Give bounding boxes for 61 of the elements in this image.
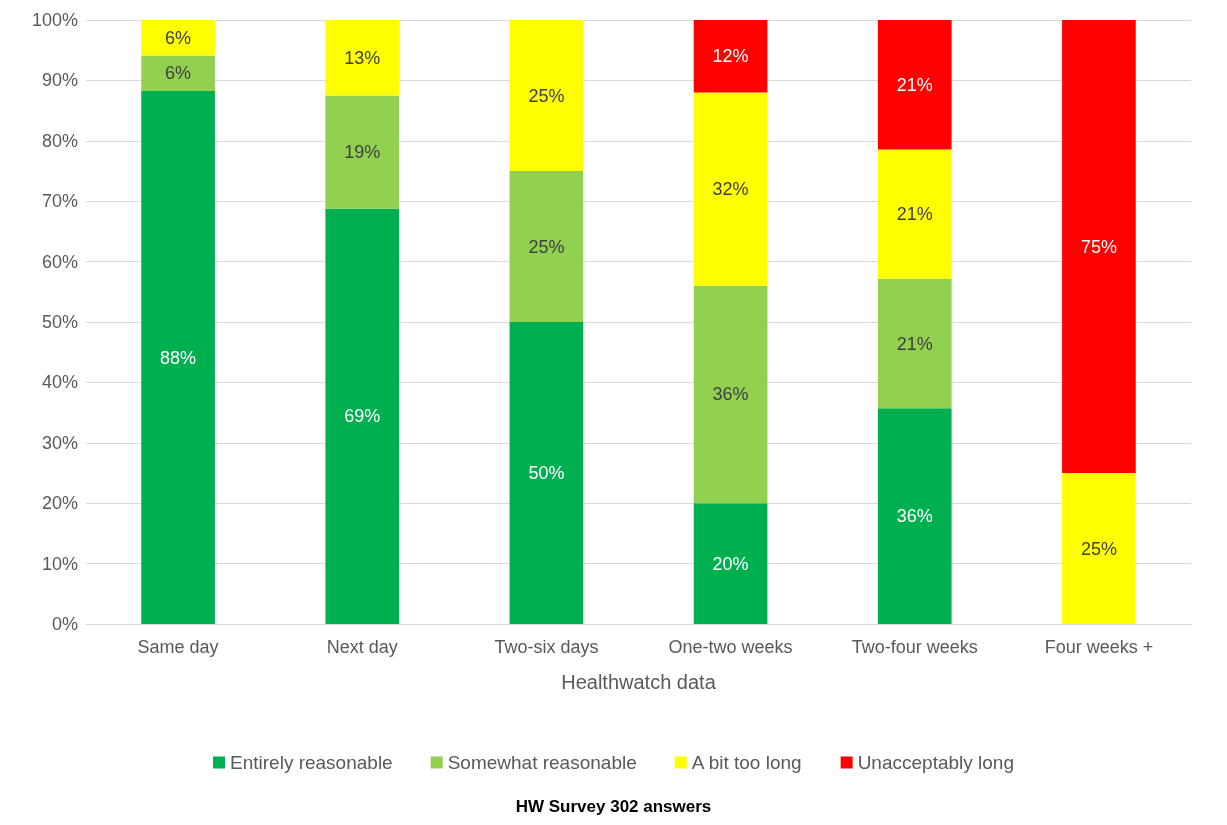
data-label: 12% xyxy=(712,46,749,67)
bar xyxy=(141,91,215,624)
bar xyxy=(509,322,584,624)
bar xyxy=(1062,473,1136,624)
data-label: 6% xyxy=(165,27,192,48)
data-label: 75% xyxy=(1080,236,1117,257)
data-label: 20% xyxy=(712,553,749,574)
x-tick-label: Same day xyxy=(137,637,219,657)
x-tick-label: One-two weeks xyxy=(668,637,793,657)
data-label: 19% xyxy=(344,142,381,163)
bar xyxy=(877,149,952,279)
bar xyxy=(509,20,584,171)
y-tick-label: 100% xyxy=(31,10,78,30)
bar xyxy=(509,171,584,322)
y-tick-label: 20% xyxy=(41,493,78,514)
y-tick-label: 0% xyxy=(51,614,78,634)
data-label: 13% xyxy=(344,47,381,68)
data-label: 88% xyxy=(160,347,197,368)
x-tick-label: Two-four weeks xyxy=(851,637,978,657)
x-tick-label: Next day xyxy=(326,637,398,657)
y-tick-label: 60% xyxy=(41,251,78,272)
bar xyxy=(693,92,768,286)
legend-label: Somewhat reasonable xyxy=(447,752,637,773)
x-tick-label: Two-six days xyxy=(494,637,599,657)
y-tick-label: 90% xyxy=(41,70,78,91)
x-tick-label: Four weeks + xyxy=(1044,637,1154,657)
y-tick-label: 80% xyxy=(41,130,78,151)
legend-label: Unacceptably long xyxy=(857,752,1014,773)
bar xyxy=(877,408,952,624)
legend-label: A bit too long xyxy=(691,752,802,773)
x-axis-title: Healthwatch data xyxy=(561,671,717,693)
bar xyxy=(877,278,952,409)
bar xyxy=(877,20,952,150)
bar xyxy=(693,285,768,504)
bar xyxy=(141,55,215,92)
data-label: 25% xyxy=(528,85,565,106)
bar xyxy=(325,20,400,96)
y-tick-label: 30% xyxy=(41,432,78,453)
legend-label: Entirely reasonable xyxy=(230,752,393,773)
bar xyxy=(325,95,400,209)
y-tick-label: 40% xyxy=(41,372,78,393)
data-label: 36% xyxy=(712,384,749,405)
data-label: 25% xyxy=(1080,538,1117,559)
bar xyxy=(693,20,768,93)
bar xyxy=(693,503,768,624)
data-label: 32% xyxy=(712,179,749,200)
data-label: 6% xyxy=(165,63,192,84)
y-tick-label: 10% xyxy=(41,553,78,574)
bar xyxy=(325,208,400,624)
data-label: 50% xyxy=(528,463,565,483)
text: HW Survey 302 answers xyxy=(515,797,712,816)
y-tick-label: 70% xyxy=(41,191,78,212)
data-label: 69% xyxy=(344,406,381,427)
bar xyxy=(1062,20,1136,473)
y-tick-label: 50% xyxy=(41,312,78,332)
data-label: 21% xyxy=(896,204,933,225)
data-label: 25% xyxy=(528,236,565,257)
data-label: 36% xyxy=(896,506,933,527)
data-label: 21% xyxy=(896,74,933,95)
bar xyxy=(141,20,215,56)
data-label: 21% xyxy=(896,333,933,354)
